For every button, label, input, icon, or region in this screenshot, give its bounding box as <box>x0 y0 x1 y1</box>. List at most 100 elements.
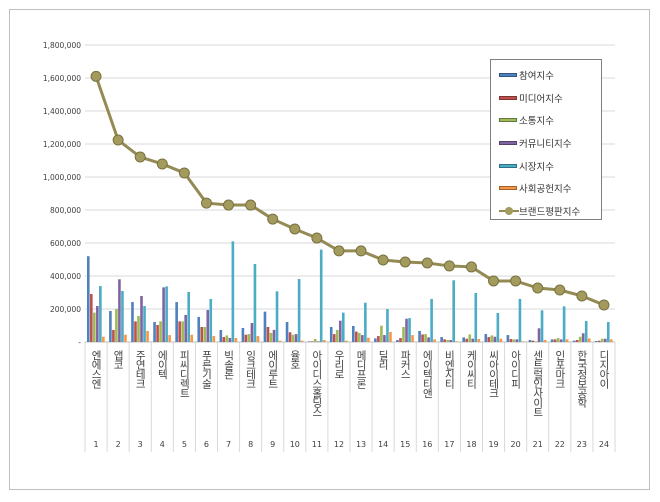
bar-커뮤니티지수-12 <box>338 320 342 342</box>
bar-커뮤니티지수-11 <box>316 341 320 342</box>
bar-미디어지수-23 <box>575 340 579 342</box>
bar-시장지수-6 <box>209 298 213 342</box>
bar-커뮤니티지수-1 <box>96 306 99 342</box>
bar-커뮤니티지수-4 <box>162 287 165 342</box>
line-point-8 <box>245 199 257 211</box>
bar-소통지수-9 <box>269 332 273 342</box>
bar-미디어지수-13 <box>355 331 358 342</box>
category-label: 주연테크 <box>134 350 146 388</box>
chart-frame <box>9 9 650 490</box>
y-tick-label: 1,200,000 <box>43 140 81 149</box>
bar-소통지수-6 <box>203 326 207 342</box>
bar-시장지수-24 <box>606 322 610 342</box>
bar-사회공헌지수-14 <box>389 331 392 342</box>
bar-시장지수-8 <box>253 263 257 342</box>
bar-시장지수-18 <box>474 292 478 342</box>
legend-swatch <box>499 141 517 146</box>
bar-미디어지수-7 <box>222 337 226 342</box>
line-point-7 <box>223 199 235 211</box>
category-label: 앱코 <box>112 350 124 369</box>
bar-사회공헌지수-17 <box>455 341 459 342</box>
rank-label: 20 <box>511 440 521 449</box>
line-point-6 <box>200 197 212 209</box>
bar-참여지수-18 <box>462 337 466 342</box>
category-label: 파커스 <box>399 350 411 379</box>
bar-사회공헌지수-9 <box>278 340 282 342</box>
category-label: 케이씨티 <box>465 350 477 390</box>
bar-미디어지수-16 <box>421 334 424 342</box>
bar-시장지수-22 <box>562 306 566 342</box>
rank-label: 1 <box>93 440 98 449</box>
rank-label: 14 <box>378 440 388 449</box>
legend-swatch <box>499 73 517 78</box>
bar-시장지수-15 <box>408 318 411 342</box>
line-point-2 <box>112 134 124 146</box>
legend-item: 소통지수 <box>499 109 601 132</box>
bar-참여지수-10 <box>285 322 289 342</box>
bar-소통지수-15 <box>402 326 405 342</box>
bar-커뮤니티지수-7 <box>228 338 232 342</box>
bar-미디어지수-11 <box>310 341 314 342</box>
y-tick-label: 600,000 <box>50 239 81 248</box>
category-label: 비엔지티 <box>443 350 455 390</box>
bar-미디어지수-10 <box>288 332 292 342</box>
bar-시장지수-14 <box>386 309 389 342</box>
bar-커뮤니티지수-10 <box>294 334 298 342</box>
line-point-5 <box>178 167 190 179</box>
bar-사회공헌지수-7 <box>234 338 238 342</box>
y-tick-label: 400,000 <box>50 272 81 281</box>
line-point-10 <box>289 223 301 235</box>
bar-커뮤니티지수-3 <box>140 295 143 342</box>
y-tick-label: 1,400,000 <box>43 107 81 116</box>
bar-사회공헌지수-6 <box>212 336 216 342</box>
bar-소통지수-1 <box>93 312 96 342</box>
bar-참여지수-14 <box>374 338 377 342</box>
bar-소통지수-4 <box>159 321 162 342</box>
category-label: 센트럴인사이트 <box>532 350 544 417</box>
bar-사회공헌지수-10 <box>300 340 304 342</box>
bar-참여지수-20 <box>506 335 510 342</box>
bar-시장지수-5 <box>187 292 191 342</box>
bar-미디어지수-6 <box>200 326 204 342</box>
category-label: 에이텍 <box>156 350 168 380</box>
bar-사회공헌지수-12 <box>344 340 348 342</box>
bar-미디어지수-1 <box>90 293 93 342</box>
legend-swatch <box>499 163 517 168</box>
bar-미디어지수-12 <box>332 334 336 342</box>
rank-label: 8 <box>248 440 253 449</box>
category-label: 아이디스홀딩스 <box>311 350 323 417</box>
bar-커뮤니티지수-21 <box>537 328 541 342</box>
legend-item: 브랜드평판지수 <box>499 200 601 223</box>
bar-소통지수-5 <box>181 321 184 342</box>
bar-사회공헌지수-1 <box>102 336 105 342</box>
y-tick-label: 1,800,000 <box>43 41 81 50</box>
rank-label: 7 <box>226 440 231 449</box>
category-label: 우리로 <box>333 350 345 379</box>
rank-label: 6 <box>204 440 209 449</box>
bar-커뮤니티지수-6 <box>206 309 210 342</box>
bar-참여지수-23 <box>572 340 576 342</box>
bar-커뮤니티지수-24 <box>603 338 607 342</box>
bar-소통지수-11 <box>313 339 317 342</box>
bar-참여지수-21 <box>528 340 532 342</box>
rank-label: 16 <box>422 440 432 449</box>
bar-커뮤니티지수-8 <box>250 323 254 342</box>
bar-소통지수-13 <box>358 332 361 342</box>
rank-label: 18 <box>466 440 476 449</box>
bar-사회공헌지수-4 <box>168 335 171 342</box>
rank-label: 10 <box>290 440 300 449</box>
bar-미디어지수-14 <box>377 336 380 342</box>
legend-label: 시장지수 <box>519 161 554 173</box>
bar-참여지수-15 <box>396 340 399 342</box>
line-point-17 <box>443 260 455 272</box>
legend-item: 시장지수 <box>499 154 601 177</box>
bar-미디어지수-9 <box>266 326 270 342</box>
bar-미디어지수-5 <box>178 321 181 342</box>
bar-사회공헌지수-8 <box>256 336 260 342</box>
category-label: 한국정보공학 <box>576 350 588 409</box>
category-label: 율호 <box>289 350 301 369</box>
legend-label: 브랜드평판지수 <box>519 206 581 218</box>
rank-label: 9 <box>270 440 275 449</box>
category-label: 피씨디렉트 <box>178 350 190 398</box>
